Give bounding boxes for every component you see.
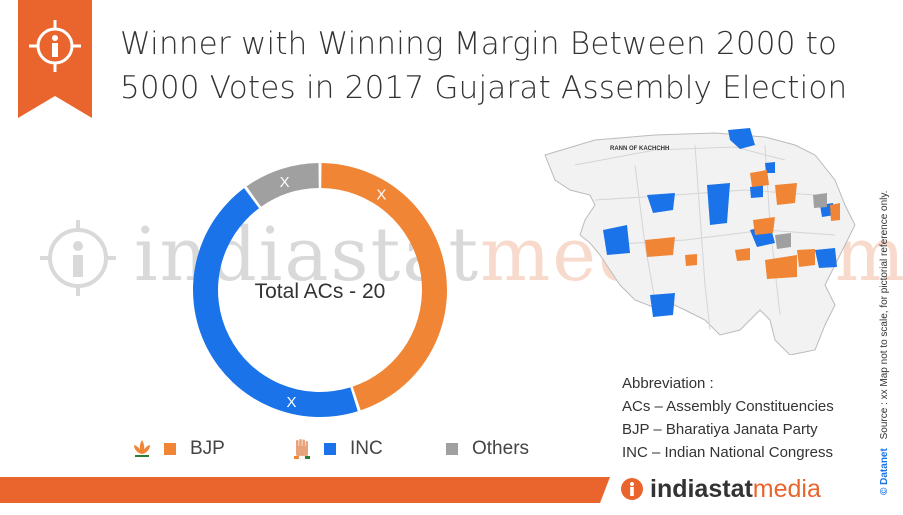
slice-label-inc: X bbox=[287, 394, 297, 411]
chart-legend: BJP INC Others bbox=[132, 438, 592, 464]
donut-slice-others bbox=[246, 163, 319, 207]
legend-label-inc: INC bbox=[350, 438, 383, 459]
donut-slice-bjp bbox=[321, 163, 448, 411]
legend-item-bjp: BJP bbox=[132, 438, 225, 460]
others-constituencies bbox=[775, 193, 827, 249]
footer-bar bbox=[0, 477, 610, 503]
donut-slice-inc bbox=[193, 188, 358, 417]
donut-chart: X X X Total ACs - 20 bbox=[193, 163, 448, 417]
svg-text:© Datanet Source : xx Map: © Datanet Source : xx Map not to scale, … bbox=[879, 191, 890, 495]
chart-title: Winner with Winning Margin Between 2000 … bbox=[120, 22, 860, 110]
title-line-2: 5000 Votes in 2017 Gujarat Assembly Elec… bbox=[120, 70, 848, 106]
center-label: Total ACs - 20 bbox=[255, 280, 386, 303]
legend-label-bjp: BJP bbox=[190, 438, 225, 459]
title-line-1: Winner with Winning Margin Between 2000 … bbox=[120, 26, 838, 62]
footer-brand-text-2: media bbox=[752, 474, 821, 503]
lotus-icon bbox=[134, 440, 150, 457]
abbreviation-item: BJP – Bharatiya Janata Party bbox=[622, 421, 818, 438]
legend-swatch-others bbox=[446, 443, 458, 455]
slice-label-bjp: X bbox=[376, 186, 386, 203]
abbreviation-heading: Abbreviation : bbox=[622, 375, 714, 392]
info-bookmark bbox=[18, 0, 92, 118]
abbreviation-item: INC – Indian National Congress bbox=[622, 444, 833, 461]
footer-brand: indiastat media bbox=[620, 474, 821, 503]
abbreviation-item: ACs – Assembly Constituencies bbox=[622, 398, 834, 415]
footer-brand-text-1: indiastat bbox=[650, 474, 753, 503]
map-label: RANN OF KACHCHH bbox=[610, 146, 670, 152]
legend-item-inc: INC bbox=[292, 438, 383, 460]
gujarat-map bbox=[544, 128, 856, 355]
bjp-constituencies bbox=[645, 170, 840, 279]
source-note: © Datanet Source : xx Map not to scale, … bbox=[879, 191, 890, 495]
slice-label-others: X bbox=[280, 174, 290, 191]
legend-item-others: Others bbox=[446, 438, 529, 460]
legend-swatch-bjp bbox=[164, 443, 176, 455]
source-text: Source : xx Map not to scale, for pictor… bbox=[879, 191, 890, 440]
info-icon bbox=[29, 20, 81, 72]
legend-label-others: Others bbox=[472, 438, 530, 459]
watermark-info-icon bbox=[40, 220, 116, 296]
datanet-brand: © Datanet bbox=[879, 448, 890, 495]
info-icon bbox=[621, 478, 643, 500]
legend-swatch-inc bbox=[324, 443, 336, 455]
abbreviation-block: Abbreviation : ACs – Assembly Constituen… bbox=[622, 372, 834, 464]
hand-icon bbox=[294, 439, 310, 460]
